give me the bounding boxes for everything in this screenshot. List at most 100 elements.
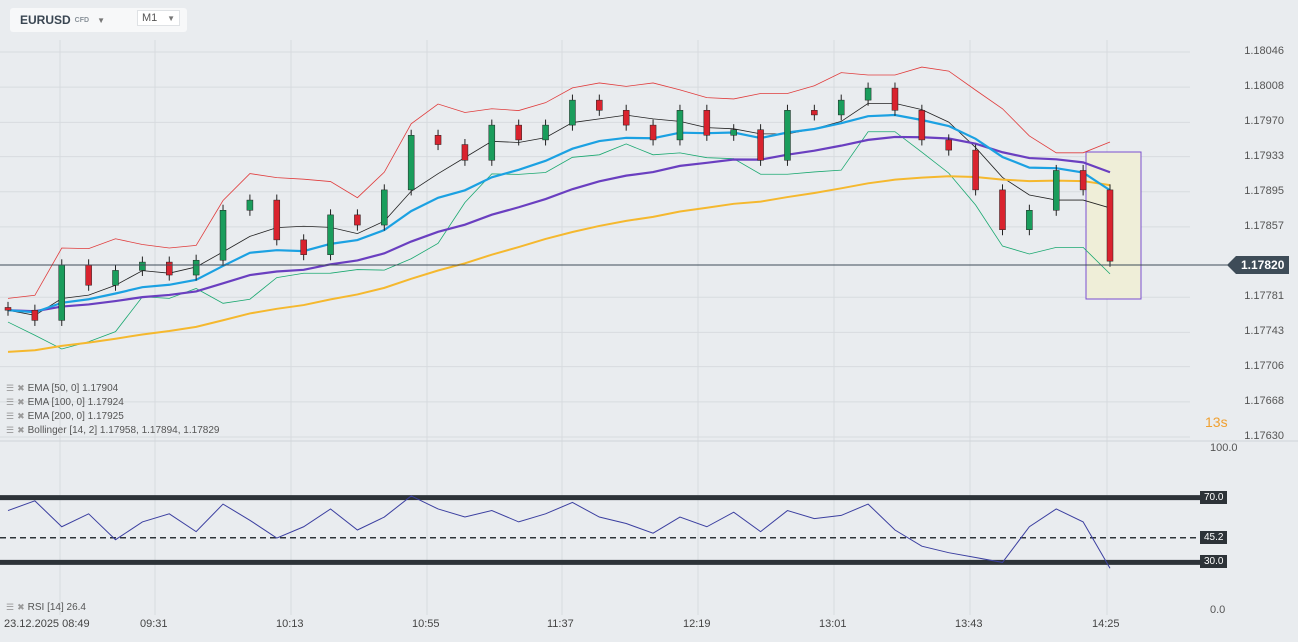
instrument-type: CFD xyxy=(74,16,90,24)
candle xyxy=(1079,170,1087,191)
candle xyxy=(461,144,469,161)
price-tick-label: 1.17781 xyxy=(1244,290,1284,303)
candle xyxy=(891,87,899,111)
legend-ema200[interactable]: ☰ ✖ EMA [200, 0] 1.17925 xyxy=(6,411,124,422)
time-tick-label: 13:01 xyxy=(819,618,847,630)
price-tick-label: 1.17895 xyxy=(1244,184,1284,197)
candle xyxy=(999,189,1006,230)
close-icon[interactable]: ✖ xyxy=(17,602,25,612)
settings-icon[interactable]: ☰ xyxy=(6,602,15,612)
candle xyxy=(1106,189,1114,262)
bollinger-upper xyxy=(7,66,1111,299)
candle xyxy=(703,110,711,136)
timeframe-select[interactable]: M1 ▼ xyxy=(137,10,180,26)
candle xyxy=(945,139,952,151)
time-tick-label: 12:19 xyxy=(683,618,711,630)
candle xyxy=(757,129,764,161)
candle xyxy=(622,110,630,126)
legend-ema100[interactable]: ☰ ✖ EMA [100, 0] 1.17924 xyxy=(6,397,124,408)
time-tick-label: 14:25 xyxy=(1092,618,1120,630)
close-icon[interactable]: ✖ xyxy=(17,397,25,407)
rsi-tick-label: 100.0 xyxy=(1210,442,1238,454)
highlight-box xyxy=(1085,151,1142,300)
close-icon[interactable]: ✖ xyxy=(17,411,25,421)
candle xyxy=(434,135,442,145)
candle xyxy=(300,239,307,255)
candle xyxy=(354,214,361,226)
candle xyxy=(730,129,737,136)
candle xyxy=(596,99,603,111)
candle xyxy=(246,199,254,211)
chevron-down-icon: ▼ xyxy=(167,13,175,23)
candle xyxy=(676,110,684,141)
price-tick-label: 1.17857 xyxy=(1244,219,1284,232)
candle xyxy=(139,261,146,271)
legend-rsi[interactable]: ☰ ✖ RSI [14] 26.4 xyxy=(6,602,86,613)
candle xyxy=(918,110,926,141)
candle xyxy=(972,149,979,191)
price-tick-label: 1.17706 xyxy=(1244,359,1284,372)
settings-icon[interactable]: ☰ xyxy=(6,397,15,407)
candle xyxy=(649,124,657,141)
candle xyxy=(407,135,415,191)
current-price-badge: 1.17820 xyxy=(1226,256,1290,274)
candle xyxy=(542,124,549,141)
time-tick-label: 13:43 xyxy=(955,618,983,630)
price-tick-label: 1.18008 xyxy=(1244,80,1284,93)
candle-timer: 13s xyxy=(1205,414,1228,430)
candle xyxy=(1026,210,1033,230)
legend-bollinger[interactable]: ☰ ✖ Bollinger [14, 2] 1.17958, 1.17894, 1.… xyxy=(6,425,219,436)
price-tick-label: 1.17933 xyxy=(1244,149,1284,162)
symbol-name[interactable]: EURUSD xyxy=(20,13,71,27)
time-tick-label: 11:37 xyxy=(547,618,574,630)
settings-icon[interactable]: ☰ xyxy=(6,411,15,421)
ema200-line xyxy=(7,175,1111,353)
legend-label: EMA [200, 0] 1.17925 xyxy=(27,411,124,422)
time-tick-label: 09:31 xyxy=(140,618,168,630)
rsi-line xyxy=(7,495,1111,569)
legend-label: Bollinger [14, 2] 1.17958, 1.17894, 1.17… xyxy=(27,425,220,436)
rsi-tick-label: 45.2 xyxy=(1200,530,1228,544)
close-icon[interactable]: ✖ xyxy=(17,383,25,393)
symbol-header[interactable]: EURUSD CFD ▼ M1 ▼ xyxy=(10,8,187,32)
candle xyxy=(4,307,12,311)
timeframe-value: M1 xyxy=(142,12,158,24)
candle xyxy=(569,99,576,126)
settings-icon[interactable]: ☰ xyxy=(6,425,15,435)
candle xyxy=(112,270,119,286)
price-tick-label: 1.17630 xyxy=(1244,430,1284,442)
ema50-line xyxy=(7,113,1111,314)
price-tick-label: 1.17743 xyxy=(1244,325,1284,338)
rsi-tick-label: 70.0 xyxy=(1200,490,1228,504)
ema100-line xyxy=(7,135,1111,313)
close-icon[interactable]: ✖ xyxy=(17,425,25,435)
candle xyxy=(58,264,66,321)
candle xyxy=(784,110,791,161)
legend-label: RSI [14] 26.4 xyxy=(27,602,86,613)
candle xyxy=(811,110,818,116)
candle xyxy=(31,309,39,321)
price-tick-label: 1.17970 xyxy=(1244,115,1284,128)
settings-icon[interactable]: ☰ xyxy=(6,383,15,393)
rsi-tick-label: 0.0 xyxy=(1210,604,1226,616)
legend-ema50[interactable]: ☰ ✖ EMA [50, 0] 1.17904 xyxy=(6,383,118,394)
time-tick-label: 23.12.2025 08:49 xyxy=(4,618,90,630)
rsi-tick-label: 30.0 xyxy=(1200,555,1228,569)
candle xyxy=(381,189,388,226)
bollinger-middle xyxy=(7,102,1111,316)
legend-label: EMA [100, 0] 1.17924 xyxy=(27,397,124,408)
candle xyxy=(166,261,173,276)
candle xyxy=(515,124,522,141)
candle xyxy=(837,99,845,116)
bollinger-lower xyxy=(7,131,1111,350)
price-tick-label: 1.17668 xyxy=(1244,394,1284,407)
chevron-down-icon[interactable]: ▼ xyxy=(97,15,105,25)
candle xyxy=(85,264,92,286)
candle xyxy=(219,210,227,261)
time-tick-label: 10:13 xyxy=(276,618,304,630)
candle xyxy=(488,124,496,161)
candle xyxy=(864,87,872,101)
candle xyxy=(327,214,334,255)
time-tick-label: 10:55 xyxy=(412,618,440,630)
